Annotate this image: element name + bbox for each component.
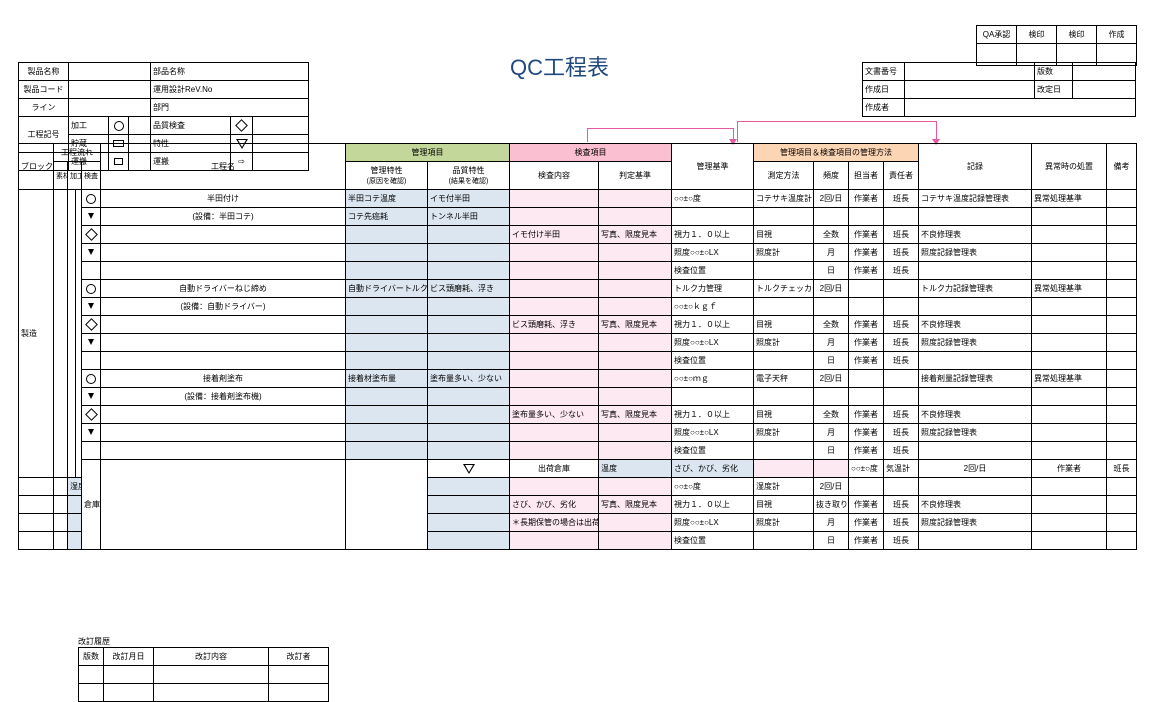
rev-h2: 改訂月日 (104, 648, 154, 666)
page-title: QC工程表 (510, 50, 609, 82)
h-kensa: 検査項目 (510, 144, 672, 162)
lbl-revised: 改定日 (1035, 81, 1073, 99)
main-table: ブロック名 工程流れ 工程名 管理項目 検査項目 管理基準 管理項目＆検査項目の… (18, 143, 1137, 550)
h-kanri: 管理項目 (346, 144, 510, 162)
lbl-created: 作成日 (863, 81, 905, 99)
lbl-prodname: 製品名称 (19, 63, 69, 81)
hdr-create: 作成 (1097, 26, 1137, 44)
hdr-qa: QA承認 (977, 26, 1017, 44)
qc-process-sheet: QC工程表 QA承認検印検印作成 文書番号版数 作成日改定日 作成者 製品名称部… (0, 0, 1154, 681)
h-kcol: 検査 (82, 162, 101, 190)
rev-h3: 改訂内容 (154, 648, 269, 666)
h-kanchi: 管理特性(原因を確認) (346, 162, 428, 190)
revision-box: 改訂履歴 版数改訂月日改訂内容改訂者 (78, 636, 329, 702)
sym-circle (109, 117, 129, 135)
arrow-kensa (587, 128, 734, 142)
h-ijou: 異常時の処置 (1032, 144, 1107, 190)
h-sokutei: 測定方法 (754, 162, 814, 190)
h-sozai: 素材 (54, 162, 68, 190)
lbl-dept: 部門 (151, 99, 309, 117)
lbl-line: ライン (19, 99, 69, 117)
h-proc: 工程名 (101, 144, 346, 190)
lg-hinsitsu: 品質検査 (151, 117, 231, 135)
h-kakou: 加工 (68, 162, 82, 190)
lbl-ver: 版数 (1035, 63, 1073, 81)
doc-info: 文書番号 版数 作成日 改定日 作成者 (862, 62, 1136, 117)
lbl-prodcode: 製品コード (19, 81, 69, 99)
lbl-docno: 文書番号 (863, 63, 905, 81)
lg-kakou: 加工 (69, 117, 109, 135)
h-hantei: 判定基準 (599, 162, 672, 190)
sym-diamond (231, 117, 253, 135)
h-knaiyou: 検査内容 (510, 162, 599, 190)
h-tantou: 担当者 (849, 162, 884, 190)
lbl-rev: 運用設計ReV.No (151, 81, 309, 99)
h-houhou: 管理項目＆検査項目の管理方法 (754, 144, 919, 162)
rev-title: 改訂履歴 (78, 636, 329, 647)
h-kijun: 管理基準 (672, 144, 754, 190)
h-hinchar: 品質特性(結果を確認) (428, 162, 510, 190)
h-hindo: 頻度 (814, 162, 849, 190)
lbl-author: 作成者 (863, 99, 905, 117)
hdr-ken2: 検印 (1057, 26, 1097, 44)
h-kiroku: 記録 (919, 144, 1032, 190)
rev-h4: 改訂者 (269, 648, 329, 666)
hdr-ken1: 検印 (1017, 26, 1057, 44)
h-bikou: 備考 (1107, 144, 1137, 190)
h-block: ブロック名 (19, 144, 54, 190)
lbl-partname: 部品名称 (151, 63, 309, 81)
approval-box: QA承認検印検印作成 (976, 25, 1137, 66)
h-sekinin: 責任者 (884, 162, 919, 190)
h-flow: 工程流れ (54, 144, 101, 162)
arrow-houhou (737, 121, 937, 142)
rev-h1: 版数 (79, 648, 104, 666)
